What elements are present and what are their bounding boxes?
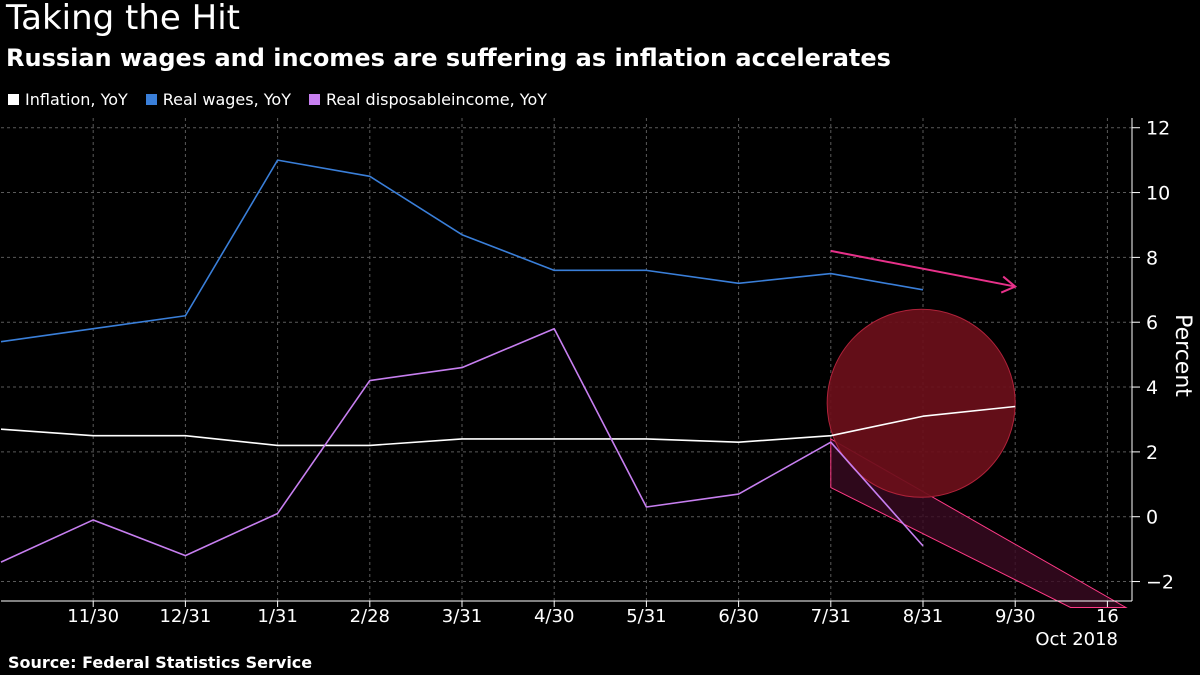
x-tick-label: 7/31 — [811, 606, 851, 627]
x-tick-label: 9/30 — [995, 606, 1035, 627]
x-tick-label: 16 — [1096, 606, 1119, 627]
y-tick-label: 6 — [1146, 312, 1158, 334]
trend-arrow-head — [1000, 275, 1018, 294]
legend-label-real-wages: Real wages, YoY — [162, 90, 291, 109]
y-tick-label: 2 — [1146, 442, 1158, 464]
inflation-line — [0, 405, 1016, 447]
y-tick-label: −2 — [1146, 572, 1174, 594]
legend-swatch-real-income — [308, 94, 320, 105]
highlight-circle — [826, 308, 1016, 498]
x-tick-label: 3/31 — [442, 606, 482, 627]
trend-arrow-shaft — [830, 249, 1016, 288]
y-tick-label: 12 — [1146, 118, 1170, 140]
legend-label-inflation: Inflation, YoY — [25, 90, 128, 109]
y-tick-label: 4 — [1146, 377, 1158, 399]
legend: Inflation, YoY Real wages, YoY Real disp… — [8, 90, 547, 109]
date-caption: Oct 2018 — [1035, 629, 1118, 650]
source-note: Source: Federal Statistics Service — [8, 653, 313, 672]
legend-item-real-wages: Real wages, YoY — [145, 90, 291, 109]
chart-subtitle: Russian wages and incomes are suffering … — [6, 44, 891, 72]
x-tick-label: 2/28 — [350, 606, 390, 627]
y-axis-label: Percent — [1170, 314, 1195, 397]
x-tick-label: 6/30 — [718, 606, 758, 627]
highlight-band — [830, 438, 1128, 608]
x-tick-label: 4/30 — [534, 606, 574, 627]
x-tick-label: 1/31 — [257, 606, 297, 627]
real-wages-line — [0, 159, 924, 343]
x-tick-label: 11/30 — [67, 606, 119, 627]
legend-swatch-inflation — [8, 94, 19, 105]
x-tick-label: 5/31 — [626, 606, 666, 627]
legend-item-inflation: Inflation, YoY — [8, 90, 128, 109]
y-tick-label: 10 — [1146, 183, 1170, 205]
y-tick-label: 8 — [1146, 247, 1158, 269]
real-income-line — [0, 327, 924, 563]
chart-title: Taking the Hit — [6, 0, 240, 38]
legend-swatch-real-wages — [145, 94, 157, 105]
legend-label-real-income: Real disposableincome, YoY — [325, 90, 547, 109]
legend-item-real-income: Real disposableincome, YoY — [308, 90, 547, 109]
x-tick-label: 12/31 — [159, 606, 211, 627]
x-tick-label: 8/31 — [903, 606, 943, 627]
y-tick-label: 0 — [1146, 507, 1158, 529]
